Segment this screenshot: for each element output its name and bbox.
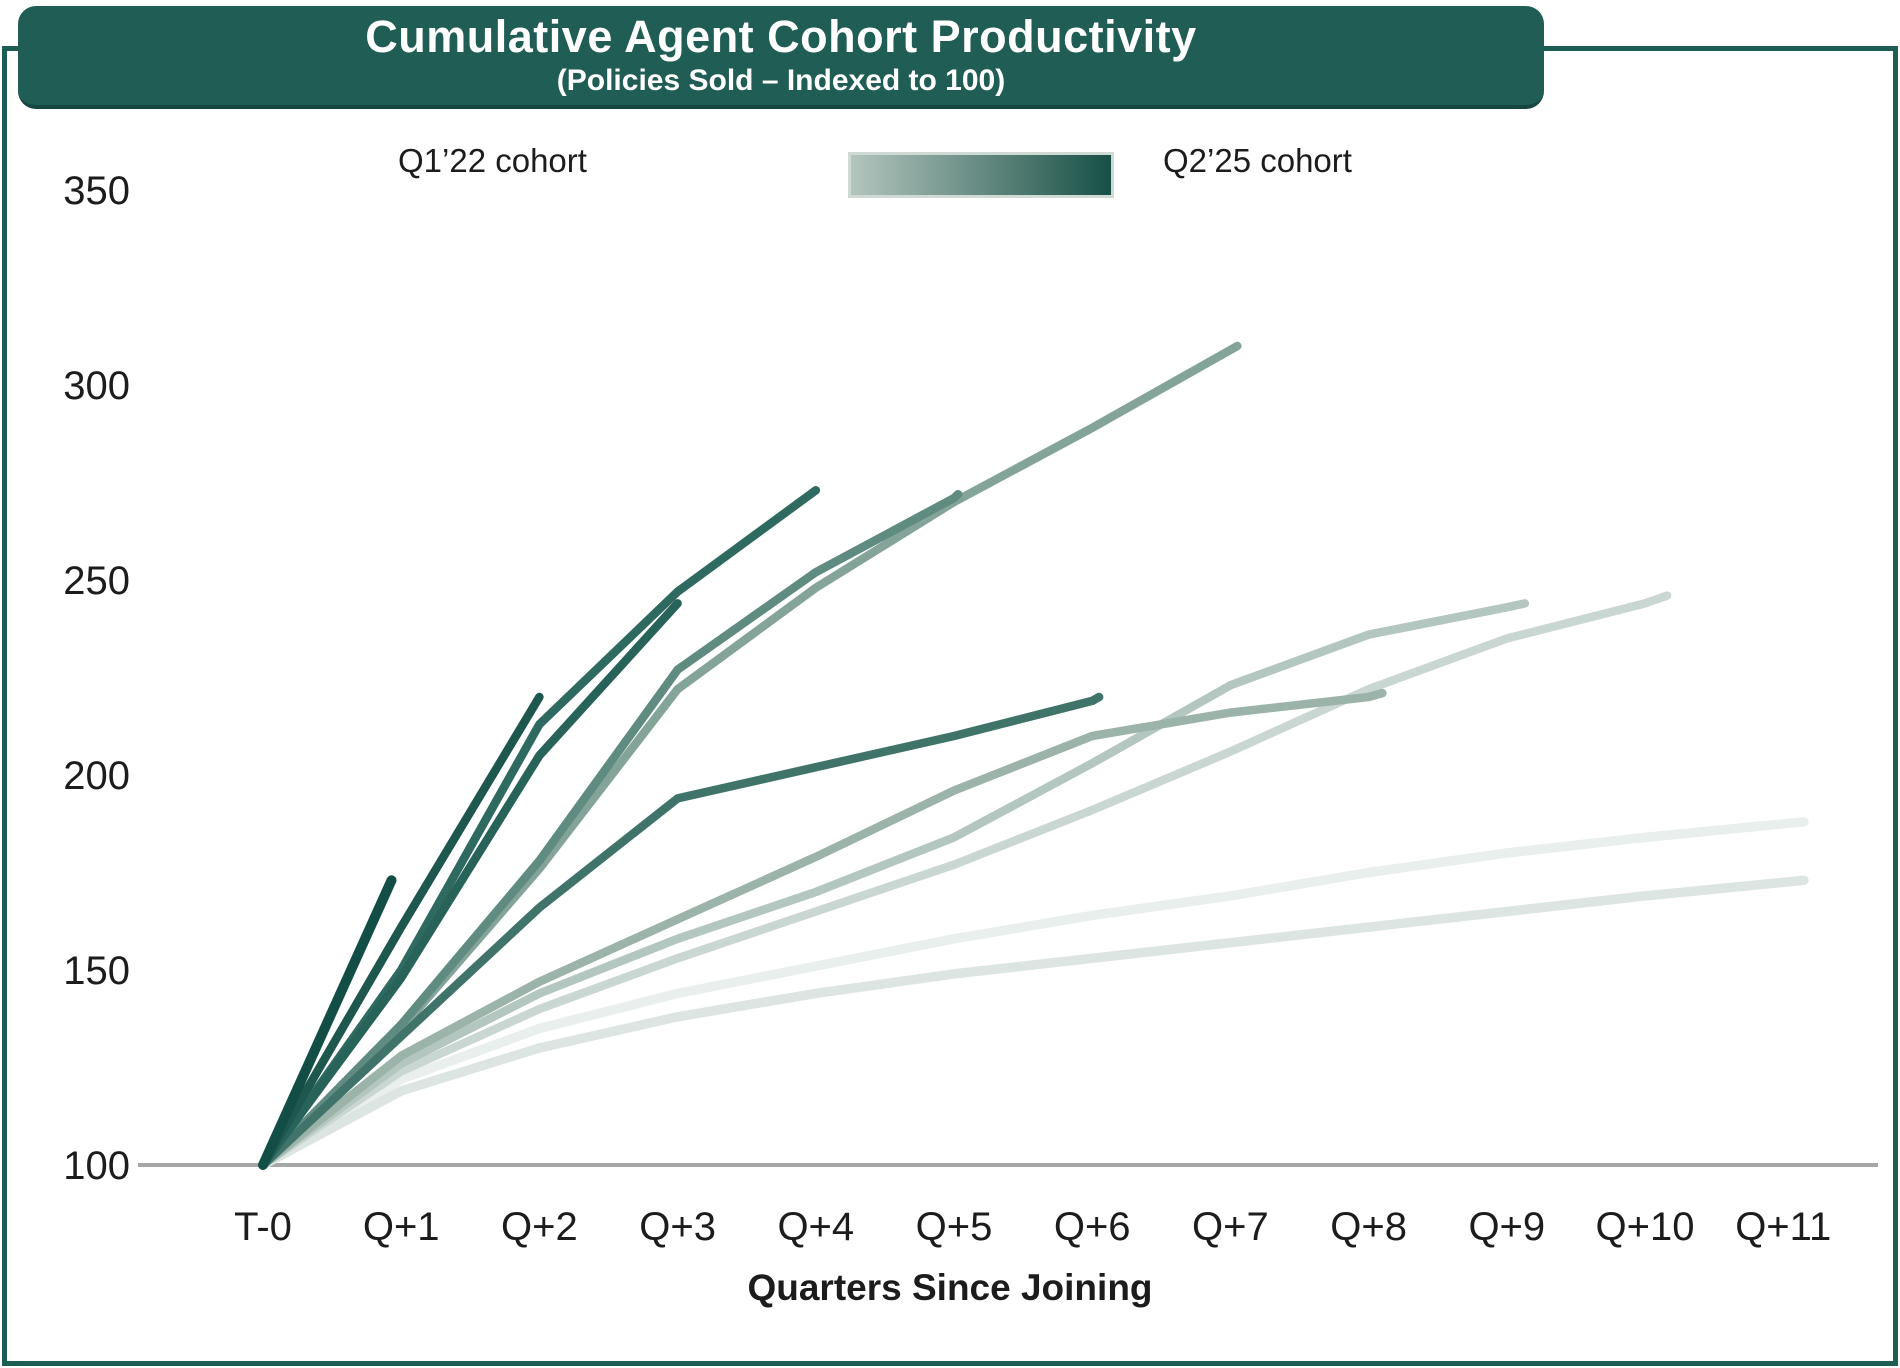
y-tick-label: 250 (63, 559, 130, 603)
y-tick-label: 150 (63, 949, 130, 993)
x-tick-label: Q+11 (1735, 1205, 1831, 1249)
x-tick-label: Q+4 (777, 1205, 854, 1249)
cohort-line-cohort-shade-03 (258, 591, 1672, 1170)
cohort-line-cohort-shade-10 (258, 599, 682, 1170)
y-tick-label: 350 (63, 169, 130, 213)
x-tick-label: Q+5 (916, 1205, 993, 1249)
x-tick-label: Q+3 (639, 1205, 716, 1249)
x-tick-label: Q+10 (1596, 1205, 1695, 1249)
cohort-line-cohort-shade-11 (258, 692, 544, 1170)
cohort-line-cohort-shade-09 (258, 486, 821, 1170)
x-tick-label: Q+7 (1192, 1205, 1269, 1249)
page-title: Cumulative Agent Cohort Productivity (365, 10, 1197, 62)
legend-label-oldest-cohort: Q1’22 cohort (398, 142, 587, 179)
cohort-line-cohort-shade-12-newest (258, 875, 397, 1170)
cohort-line-cohort-shade-07 (258, 489, 963, 1170)
y-tick-label: 300 (63, 364, 130, 408)
title-banner: Cumulative Agent Cohort Productivity (Po… (18, 6, 1544, 109)
x-tick-label: T-0 (234, 1205, 292, 1249)
x-axis-title: Quarters Since Joining (747, 1267, 1152, 1308)
cohort-line-cohort-shade-02 (258, 875, 1809, 1170)
x-tick-label: Q+2 (501, 1205, 578, 1249)
legend-gradient-bar (848, 152, 1114, 198)
page-subtitle: (Policies Sold – Indexed to 100) (556, 64, 1006, 98)
legend-label-newest-cohort: Q2’25 cohort (1163, 142, 1352, 179)
cohort-line-cohort-shade-08 (258, 692, 1104, 1170)
y-tick-label: 100 (63, 1144, 130, 1188)
y-tick-label: 200 (63, 754, 130, 798)
cohort-line-cohort-shade-05 (258, 688, 1387, 1170)
x-tick-label: Q+8 (1330, 1205, 1407, 1249)
x-tick-label: Q+1 (363, 1205, 440, 1249)
legend: Q1’22 cohort Q2’25 cohort (0, 128, 1900, 198)
cohort-line-cohort-shade-04 (258, 599, 1530, 1170)
x-tick-label: Q+6 (1054, 1205, 1131, 1249)
cohort-line-cohort-shade-06 (258, 341, 1242, 1170)
x-tick-label: Q+9 (1468, 1205, 1545, 1249)
cohort-line-cohort-shade-01-oldest (258, 817, 1809, 1170)
